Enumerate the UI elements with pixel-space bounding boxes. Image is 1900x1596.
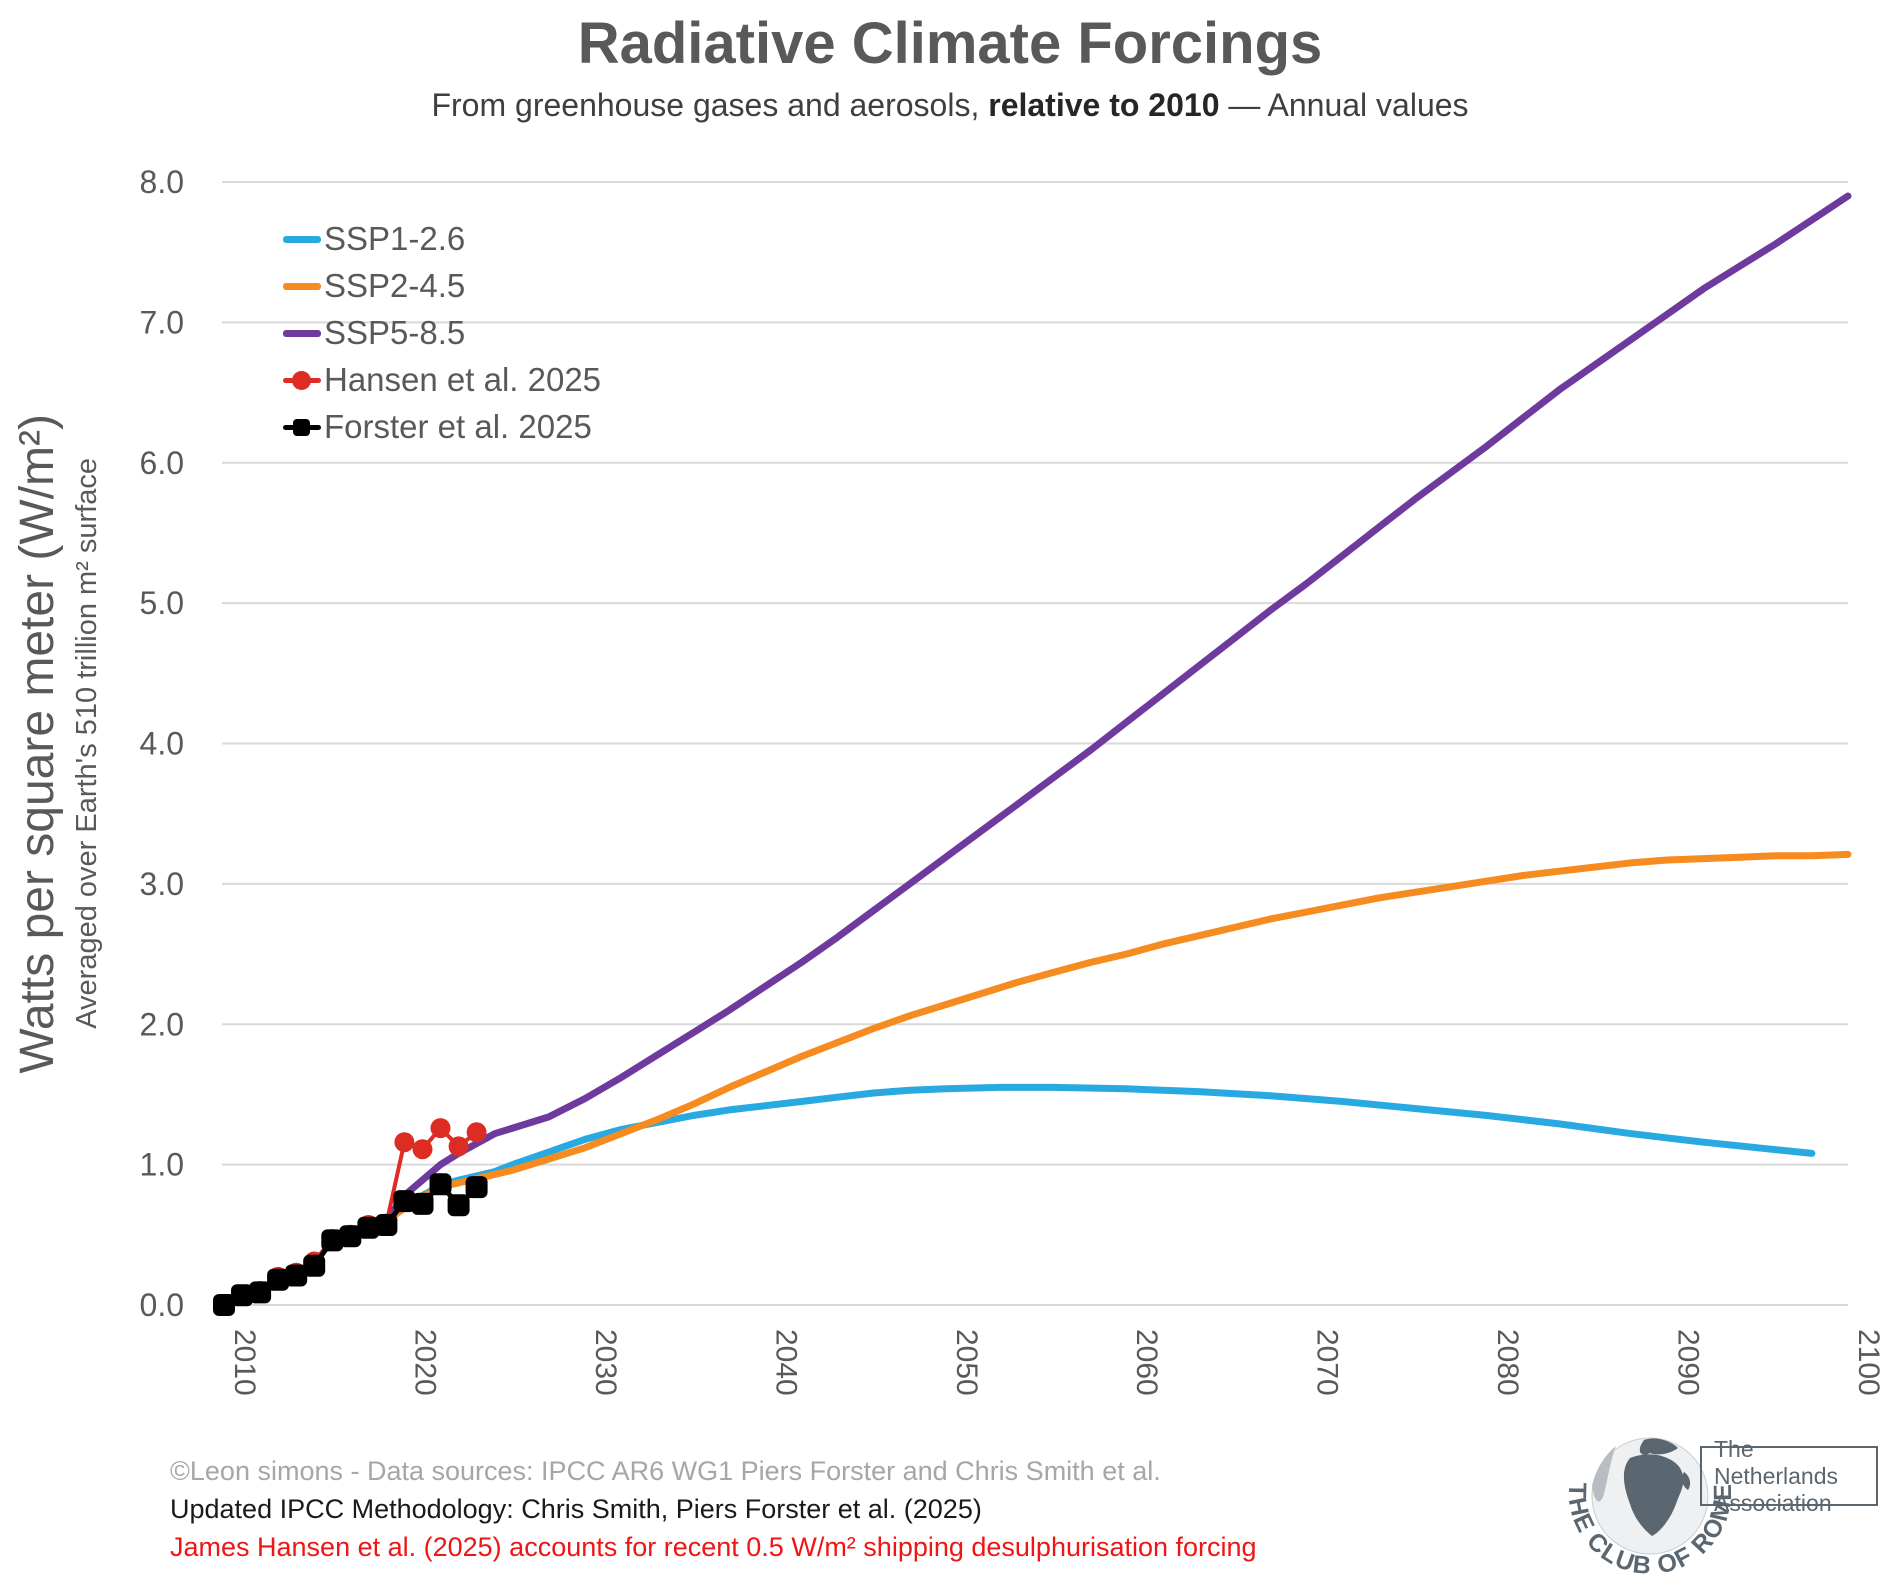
globe-africa-shape bbox=[1623, 1454, 1684, 1536]
globe-arabia-shape bbox=[1681, 1472, 1691, 1490]
subtitle-bold: relative to 2010 bbox=[988, 87, 1220, 123]
legend-label: Hansen et al. 2025 bbox=[324, 360, 602, 398]
y-tick-label: 2.0 bbox=[140, 1006, 184, 1042]
credit-line: ©Leon simons - Data sources: IPCC AR6 WG… bbox=[170, 1456, 1161, 1486]
legend-item-ssp2-45: SSP2-4.5 bbox=[283, 262, 601, 309]
data-point-hansen-2025 bbox=[394, 1132, 415, 1153]
page-title: Radiative Climate Forcings bbox=[577, 11, 1323, 76]
legend-item-forster: Forster et al. 2025 bbox=[283, 403, 601, 450]
series-line-hansen-2025 bbox=[222, 1126, 479, 1307]
legend-label: SSP5-8.5 bbox=[324, 313, 466, 351]
data-point-forster-2025 bbox=[231, 1284, 253, 1307]
legend-item-ssp5-85: SSP5-8.5 bbox=[283, 309, 601, 356]
data-point-forster-2025 bbox=[303, 1254, 326, 1277]
netherlands-line1: The Netherlands bbox=[1714, 1435, 1839, 1489]
netherlands-line2: Association bbox=[1714, 1489, 1832, 1516]
data-point-forster-2025 bbox=[393, 1190, 416, 1213]
x-tick-label: 2090 bbox=[1672, 1329, 1705, 1396]
data-point-hansen-2025 bbox=[466, 1122, 487, 1143]
hansen-note-line: James Hansen et al. (2025) accounts for … bbox=[170, 1532, 1257, 1562]
series-line-ssp1-26 bbox=[382, 1083, 1816, 1225]
legend-swatch-line-dot bbox=[283, 369, 321, 391]
y-tick-label: 1.0 bbox=[140, 1147, 184, 1183]
y-tick-label: 8.0 bbox=[140, 164, 184, 200]
x-tick-label: 2030 bbox=[589, 1329, 622, 1396]
subtitle-prefix: From greenhouse gases and aerosols, bbox=[431, 87, 989, 123]
methodology-line: Updated IPCC Methodology: Chris Smith, P… bbox=[170, 1494, 982, 1524]
legend-swatch-line bbox=[283, 275, 321, 297]
x-tick-label: 2060 bbox=[1130, 1329, 1163, 1396]
data-point-forster-2025 bbox=[375, 1214, 398, 1236]
y-tick-label: 7.0 bbox=[140, 304, 184, 340]
footer-notes: ©Leon simons - Data sources: IPCC AR6 WG… bbox=[170, 1452, 1257, 1566]
data-point-forster-2025 bbox=[321, 1229, 344, 1252]
x-tick-label: 2050 bbox=[950, 1329, 983, 1396]
data-point-forster-2025 bbox=[249, 1281, 272, 1304]
data-point-forster-2025 bbox=[213, 1294, 235, 1316]
legend-label: SSP1-2.6 bbox=[324, 219, 466, 257]
legend-item-ssp1-26: SSP1-2.6 bbox=[283, 215, 601, 262]
globe-americas-shape bbox=[1592, 1446, 1616, 1502]
data-point-hansen-2025 bbox=[412, 1139, 433, 1160]
x-tick-label: 2020 bbox=[408, 1329, 441, 1396]
x-tick-label: 2100 bbox=[1852, 1329, 1885, 1396]
data-point-forster-2025 bbox=[411, 1192, 434, 1215]
legend-label: SSP2-4.5 bbox=[324, 266, 466, 304]
series-line-ssp5-85 bbox=[382, 192, 1852, 1225]
data-point-forster-2025 bbox=[447, 1194, 470, 1217]
series-line-ssp2-45 bbox=[382, 850, 1852, 1225]
data-point-forster-2025 bbox=[429, 1173, 452, 1196]
data-point-hansen-2025 bbox=[448, 1136, 469, 1157]
y-tick-label: 4.0 bbox=[140, 726, 184, 762]
y-axis-subtitle: Averaged over Earth's 510 trillion m² su… bbox=[71, 458, 103, 1029]
x-tick-label: 2070 bbox=[1311, 1329, 1344, 1396]
y-tick-label: 0.0 bbox=[140, 1287, 184, 1323]
legend-swatch-line bbox=[283, 228, 321, 250]
data-point-forster-2025 bbox=[465, 1176, 488, 1199]
data-point-hansen-2025 bbox=[430, 1118, 451, 1139]
y-axis-titles: Watts per square meter (W/m²) Averaged o… bbox=[10, 182, 104, 1305]
data-point-forster-2025 bbox=[285, 1264, 308, 1287]
y-axis-title: Watts per square meter (W/m²) bbox=[11, 413, 64, 1074]
globe-europe-shape bbox=[1639, 1438, 1678, 1455]
x-tick-label: 2080 bbox=[1491, 1329, 1524, 1396]
data-point-forster-2025 bbox=[339, 1225, 362, 1248]
y-tick-label: 5.0 bbox=[140, 585, 184, 621]
data-point-forster-2025 bbox=[357, 1216, 380, 1239]
legend-item-hansen: Hansen et al. 2025 bbox=[283, 356, 601, 403]
chart-header: Radiative Climate Forcings From greenhou… bbox=[0, 10, 1900, 124]
data-point-forster-2025 bbox=[267, 1268, 290, 1291]
x-tick-label: 2040 bbox=[769, 1329, 802, 1396]
subtitle-suffix: — Annual values bbox=[1219, 87, 1469, 123]
chart-subtitle: From greenhouse gases and aerosols, rela… bbox=[0, 87, 1900, 124]
legend-swatch-line-square bbox=[283, 416, 321, 438]
y-tick-label: 6.0 bbox=[140, 445, 184, 481]
x-tick-label: 2010 bbox=[228, 1329, 261, 1396]
netherlands-association-box: The Netherlands Association bbox=[1700, 1436, 1878, 1516]
club-of-rome-logo: THE CLUB OF ROME bbox=[1563, 1437, 1736, 1580]
y-tick-label: 3.0 bbox=[140, 866, 184, 902]
legend-label: Forster et al. 2025 bbox=[324, 407, 592, 445]
legend-swatch-line bbox=[283, 322, 321, 344]
legend: SSP1-2.6 SSP2-4.5 SSP5-8.5 Hansen et al.… bbox=[283, 215, 601, 450]
